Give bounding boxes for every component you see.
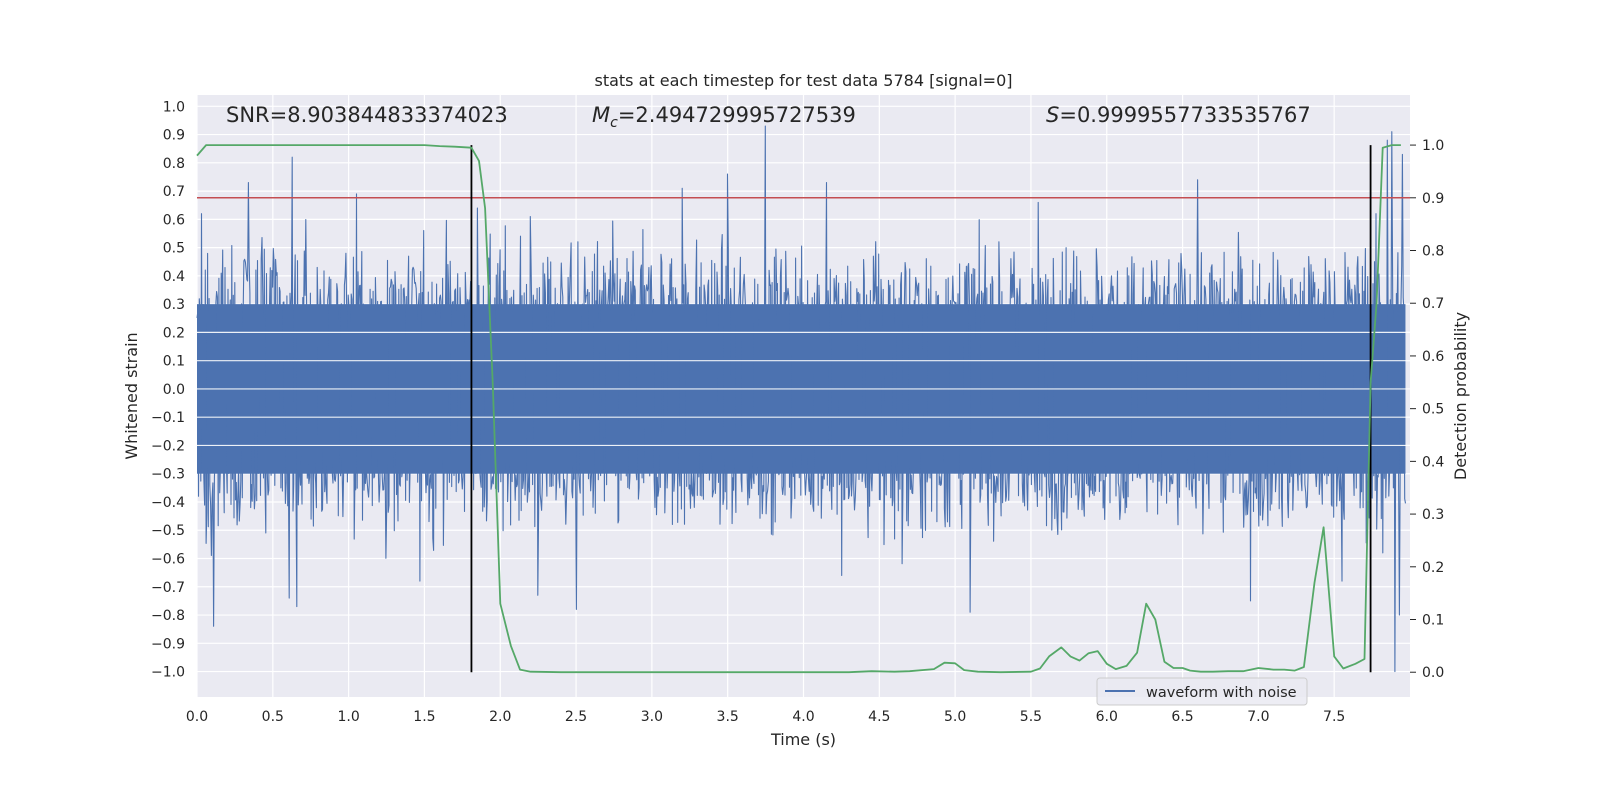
x-axis: 0.0 0.5 1.0 1.5 2.0 2.5 3.0 3.5 4.0 4.5 5.0 5.5 6.0 6… [186,709,1345,725]
y-axis-label: Whitened strain [122,332,141,459]
y-tick-label: −0.3 [151,467,185,483]
y2-tick-label: 0.3 [1422,507,1444,523]
y2-tick-label: 0.5 [1422,402,1444,418]
y2-tick-label: 0.0 [1422,665,1444,681]
y2-tick-label: 0.7 [1422,296,1444,312]
series-waveform [196,125,1410,673]
mc-subscript: c [610,115,618,131]
x-tick-label: 0.5 [262,709,284,725]
y-tick-label: 1.0 [163,99,185,115]
x-axis-label: Time (s) [770,730,836,749]
y-tick-label: 0.2 [163,325,185,341]
y2-tick-label: 0.4 [1422,454,1444,470]
y2-tick-label: 1.0 [1422,138,1444,154]
x-tick-label: 1.5 [413,709,435,725]
y-tick-label: −0.6 [151,552,185,568]
mc-symbol: M [592,103,610,127]
y-tick-label: −0.9 [151,636,185,652]
x-tick-label: 3.0 [641,709,663,725]
y-tick-label: 0.6 [163,212,185,228]
y-tick-label: −0.5 [151,523,185,539]
y-axis-right: 1.0 0.9 0.8 0.7 0.6 0.5 0.4 0.3 0.2 0.1 0.0 [1410,138,1444,681]
y-tick-label: −0.1 [151,410,185,426]
y-tick-label: 0.0 [163,382,185,398]
y-tick-label: 0.3 [163,297,185,313]
annotation-snr: SNR=8.903844833374023 [226,103,508,127]
legend: waveform with noise [1096,677,1308,706]
y2-tick-label: 0.6 [1422,349,1444,365]
x-tick-label: 6.5 [1171,709,1193,725]
annotation-score: S=0.9999557733535767 [1046,103,1311,127]
y-tick-label: −0.8 [151,608,185,624]
y2-tick-label: 0.8 [1422,244,1444,260]
x-tick-label: 6.0 [1096,709,1118,725]
x-tick-label: 4.5 [868,709,890,725]
y-tick-label: 0.1 [163,354,185,370]
y2-tick-label: 0.1 [1422,613,1444,629]
x-tick-label: 2.0 [489,709,511,725]
x-tick-label: 5.5 [1020,709,1042,725]
y-tick-label: 0.5 [163,241,185,257]
legend-box [1096,677,1308,706]
s-value: =0.9999557733535767 [1059,103,1310,127]
mc-value: =2.494729995727539 [618,103,856,127]
legend-label-waveform: waveform with noise [1146,685,1297,701]
x-tick-label: 1.0 [337,709,359,725]
y-tick-label: −0.7 [151,580,185,596]
chart-title: stats at each timestep for test data 578… [594,71,1012,90]
y2-tick-label: 0.2 [1422,560,1444,576]
y-tick-label: 0.8 [163,156,185,172]
y-tick-label: −0.4 [151,495,185,511]
x-tick-label: 4.0 [792,709,814,725]
y-tick-label: −0.2 [151,438,185,454]
x-tick-label: 5.0 [944,709,966,725]
annotation-chirp-mass: Mc=2.494729995727539 [592,103,856,131]
y2-tick-label: 0.9 [1422,191,1444,207]
y-tick-label: −1.0 [151,665,185,681]
x-tick-label: 7.5 [1323,709,1345,725]
x-tick-label: 7.0 [1247,709,1269,725]
y-tick-label: 0.4 [163,269,185,285]
y2-axis-label: Detection probability [1451,312,1470,480]
s-symbol: S [1046,103,1059,127]
y-tick-label: 0.7 [163,184,185,200]
x-tick-label: 0.0 [186,709,208,725]
x-tick-label: 2.5 [565,709,587,725]
waveform-trace [196,125,1407,673]
y-tick-label: 0.9 [163,128,185,144]
y-axis-left: 1.0 0.9 0.8 0.7 0.6 0.5 0.4 0.3 0.2 0.1 0.0 −0.1 −0.… [151,99,185,680]
x-tick-label: 3.5 [717,709,739,725]
series-detection-probability [196,144,1401,674]
